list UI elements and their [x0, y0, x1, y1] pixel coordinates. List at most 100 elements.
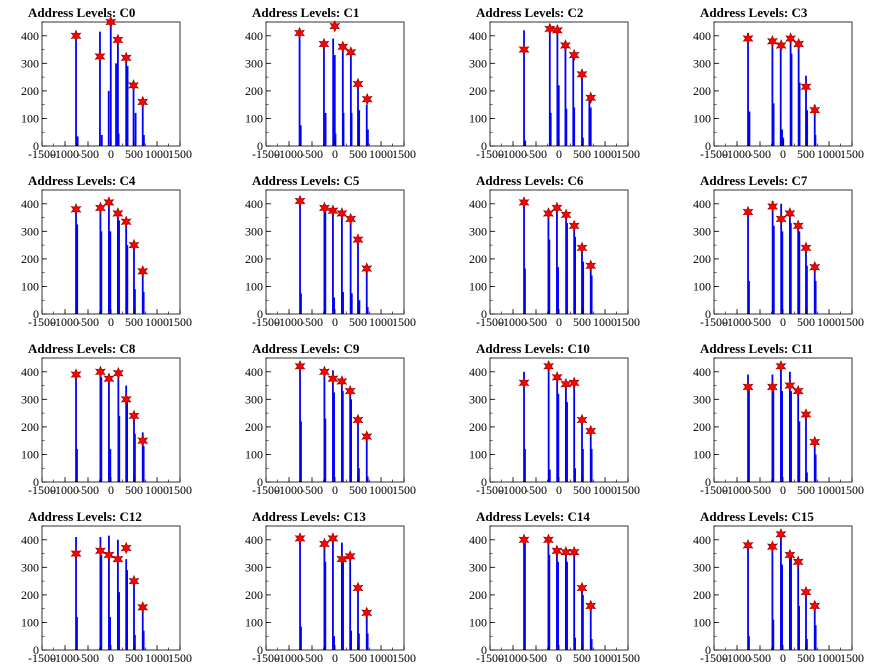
peak-marker	[793, 37, 805, 51]
chart-title: Address Levels: C14	[476, 509, 590, 524]
y-tick-label: 100	[693, 615, 711, 629]
peak-marker	[120, 51, 132, 65]
y-tick-label: 0	[481, 307, 487, 321]
x-tick-label: -1500	[700, 651, 728, 665]
chart-panel: Address Levels: C15 0 100 200 300 400 -1500 -10…	[672, 504, 896, 672]
bar	[100, 554, 103, 650]
bar	[115, 63, 117, 146]
peak-marker	[318, 365, 330, 379]
bar	[771, 542, 774, 650]
y-tick-label: 100	[469, 279, 487, 293]
x-tick-label: 0	[332, 483, 338, 497]
x-tick-label: -500	[525, 483, 547, 497]
bar	[142, 630, 145, 650]
bar	[109, 616, 111, 650]
bar	[747, 541, 749, 650]
peak-marker	[809, 260, 821, 274]
bar	[772, 103, 775, 146]
peak-marker	[344, 384, 356, 398]
y-tick-label: 100	[21, 279, 39, 293]
x-tick-label: -1000	[275, 651, 303, 665]
x-tick-label: -500	[525, 651, 547, 665]
bar	[350, 293, 353, 314]
peak-marker	[542, 207, 554, 220]
bar	[771, 374, 774, 482]
peak-marker	[70, 368, 82, 381]
bar	[76, 616, 78, 650]
x-tick-label: 500	[125, 651, 143, 665]
bar	[780, 534, 782, 650]
bar	[564, 45, 567, 146]
y-tick-label: 0	[481, 643, 487, 657]
bar	[781, 129, 783, 146]
bar	[323, 371, 326, 482]
bar	[324, 112, 327, 146]
bar	[748, 388, 750, 482]
bar	[76, 448, 78, 482]
bar	[333, 297, 335, 314]
bar	[126, 245, 129, 314]
x-tick-label: -1000	[499, 651, 527, 665]
x-tick-label: 500	[573, 483, 591, 497]
bar	[797, 391, 800, 482]
bar	[581, 74, 583, 146]
x-tick-label: 0	[108, 147, 114, 161]
x-tick-label: 500	[797, 651, 815, 665]
chart-plot: 0 100 200 300 400 -1500-1000-500 0 500 1000 1500	[245, 19, 416, 161]
x-tick-label: -1500	[476, 147, 504, 161]
bar	[589, 604, 592, 650]
peak-marker	[94, 365, 106, 379]
bar	[75, 33, 77, 146]
peak-marker	[336, 375, 348, 388]
bar	[524, 268, 526, 314]
x-tick-label: 500	[125, 315, 143, 329]
y-tick-label: 400	[21, 29, 39, 43]
bar	[100, 377, 103, 482]
y-tick-label: 300	[469, 392, 487, 406]
x-tick-label: 500	[125, 147, 143, 161]
bar	[109, 448, 112, 482]
peak-marker	[560, 545, 572, 559]
chart-title: Address Levels: C3	[700, 5, 808, 20]
chart-title: Address Levels: C2	[476, 5, 584, 20]
y-tick-label: 0	[257, 307, 263, 321]
bar	[341, 542, 343, 650]
bar	[798, 231, 801, 314]
bar	[358, 110, 361, 146]
bar	[118, 592, 120, 650]
x-tick-label: -500	[301, 483, 323, 497]
bar	[548, 30, 551, 146]
x-tick-label: 0	[556, 483, 562, 497]
peak-marker	[318, 37, 330, 51]
bar	[573, 107, 576, 146]
x-tick-label: -1000	[51, 651, 79, 665]
peak-marker	[766, 540, 778, 553]
peak-marker	[576, 241, 588, 255]
peak-marker	[344, 550, 356, 563]
bar	[814, 625, 817, 650]
x-tick-label: 1000	[369, 483, 393, 497]
bar	[565, 214, 568, 314]
bar	[747, 374, 749, 482]
x-tick-label: 500	[125, 483, 143, 497]
bar	[323, 42, 325, 146]
x-tick-label: 0	[780, 651, 786, 665]
y-tick-label: 300	[21, 392, 39, 406]
peak-marker	[352, 413, 364, 427]
peak-marker	[137, 264, 149, 278]
bar	[366, 307, 369, 314]
bar	[134, 433, 136, 482]
bar	[324, 561, 327, 650]
y-tick-label: 200	[693, 252, 711, 266]
peak-marker	[94, 544, 106, 558]
bar	[141, 272, 144, 314]
bar	[789, 39, 792, 146]
peak-marker	[294, 26, 306, 40]
y-tick-label: 400	[469, 197, 487, 211]
bar	[108, 203, 110, 314]
chart-title: Address Levels: C12	[28, 509, 142, 524]
y-tick-label: 200	[21, 252, 39, 266]
x-tick-label: 500	[797, 315, 815, 329]
x-tick-label: -1000	[275, 315, 303, 329]
bar	[547, 366, 550, 482]
